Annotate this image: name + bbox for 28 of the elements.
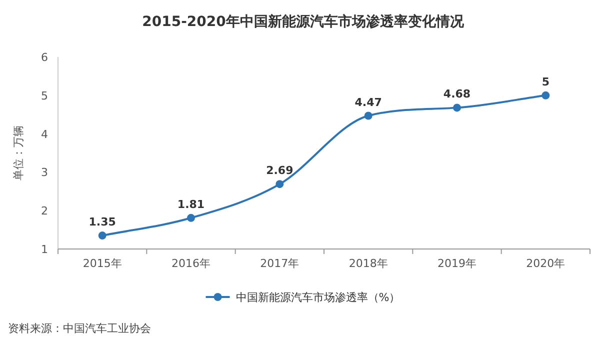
y-tick-label: 6: [41, 51, 48, 64]
data-label: 5: [542, 75, 550, 88]
text: 资料来源：中国汽车工业协会: [8, 322, 151, 335]
legend-label: 中国新能源汽车市场渗透率（%）: [236, 291, 400, 304]
x-tick-label: 2018年: [348, 257, 388, 270]
y-tick-label: 1: [41, 243, 48, 256]
data-label: 1.35: [88, 216, 116, 229]
data-label: 1.81: [177, 198, 205, 211]
data-label: 4.47: [354, 96, 382, 109]
point: [98, 232, 106, 240]
y-tick-label: 2: [41, 204, 48, 218]
x-tick-label: 2015年: [82, 257, 122, 270]
y-axis-title: 单位：万辆: [12, 126, 25, 180]
x-tick-label: 2017年: [260, 257, 300, 270]
x-tick-label: 2016年: [172, 257, 210, 270]
point: [187, 214, 195, 222]
x-tick-label: 2019年: [438, 257, 476, 270]
chart-title: 2015-2020年中国新能源汽车市场渗透率变化情况: [142, 13, 465, 30]
point: [276, 180, 284, 188]
y-tick-label: 3: [41, 166, 48, 180]
point: [364, 112, 372, 120]
data-label: 4.68: [443, 88, 471, 101]
y-tick-label: 4: [41, 128, 48, 141]
data-label: 2.69: [266, 164, 294, 178]
y-tick-label: 5: [41, 89, 48, 102]
point: [542, 91, 550, 100]
x-tick-label: 2020年: [526, 257, 566, 270]
point: [453, 104, 461, 112]
